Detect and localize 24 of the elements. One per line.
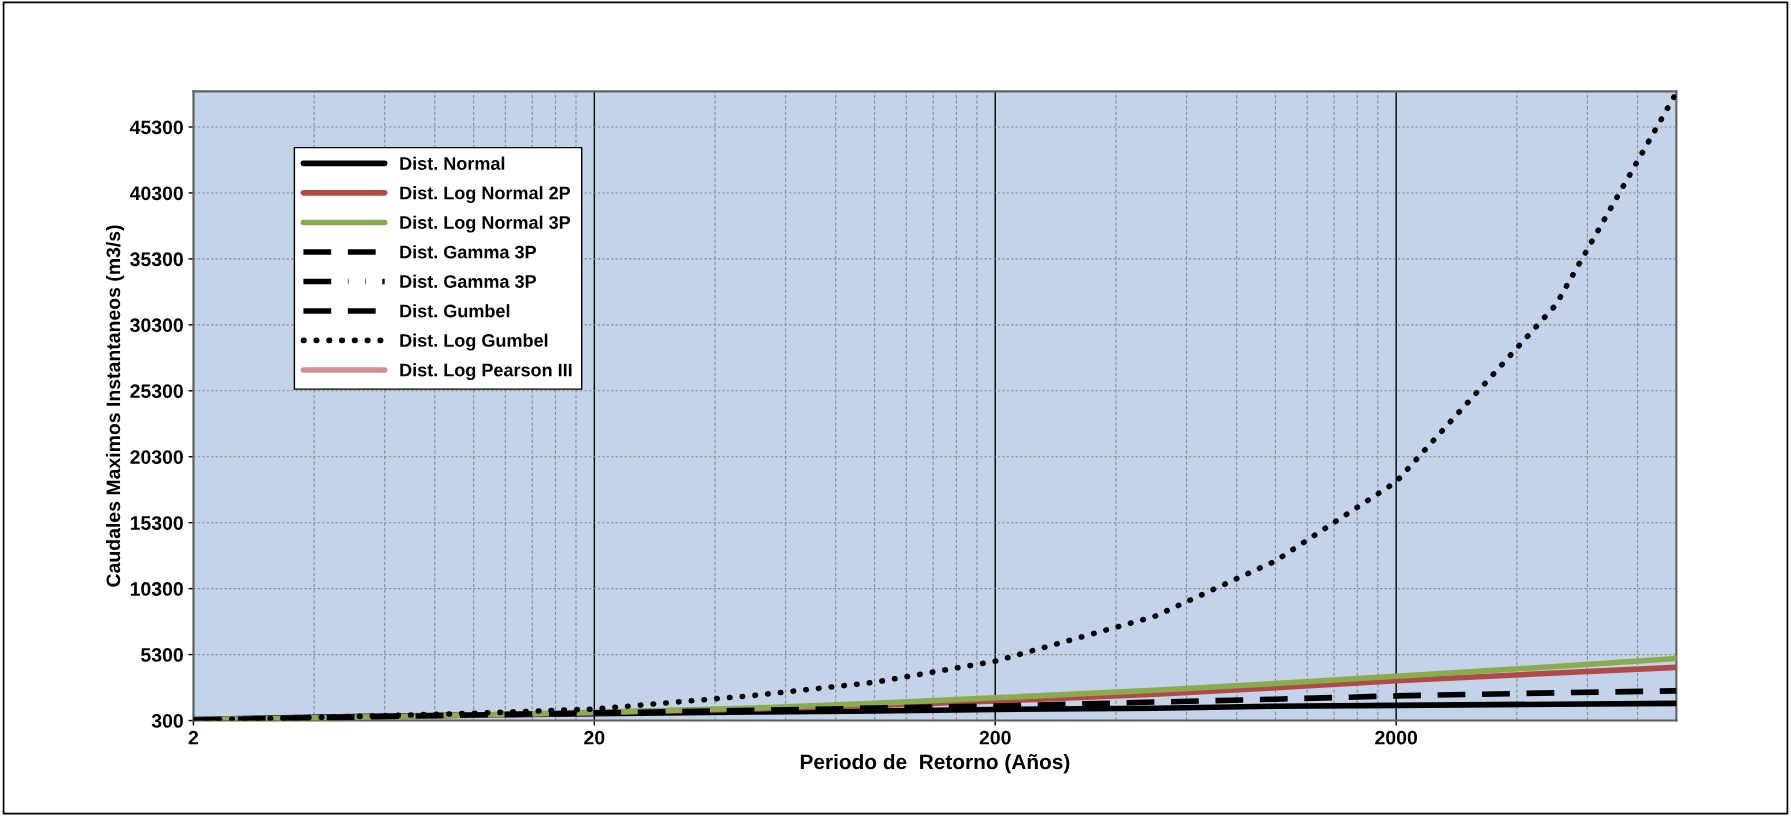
x-tick-label: 200 xyxy=(979,730,1011,745)
legend-label: Dist. Log Pearson III xyxy=(400,363,572,381)
x-axis-title: Periodo de Retorno (Años) xyxy=(800,753,1070,774)
y-tick-label: 40300 xyxy=(129,186,183,201)
y-tick-label: 45300 xyxy=(129,120,183,135)
x-tick-label: 2 xyxy=(188,730,199,745)
y-tick-label: 35300 xyxy=(130,252,183,267)
y-tick-label: 25300 xyxy=(130,384,183,399)
y-tick-label: 300 xyxy=(151,714,183,728)
legend-label: Dist. Gamma 3P xyxy=(400,274,536,288)
legend-label: Dist. Gumbel xyxy=(400,304,510,318)
y-tick-label: 30300 xyxy=(130,318,183,333)
y-tick-label: 15300 xyxy=(130,516,183,530)
y-tick-label: 20300 xyxy=(130,450,183,464)
y-tick-label: 5300 xyxy=(141,648,183,662)
legend-label: Dist. Log Gumbel xyxy=(400,333,548,351)
y-axis-title: Caudales Maximos Instantaneos (m3/s) xyxy=(105,225,125,587)
x-tick-label: 2000 xyxy=(1375,730,1417,745)
y-tick-label: 10300 xyxy=(130,582,183,596)
x-tick-label: 20 xyxy=(584,730,605,745)
legend-label: Dist. Normal xyxy=(400,156,505,170)
legend-label: Dist. Log Normal 2P xyxy=(400,186,571,204)
legend-label: Dist. Gamma 3P xyxy=(400,245,536,259)
legend-label: Dist. Log Normal 3P xyxy=(400,215,571,233)
